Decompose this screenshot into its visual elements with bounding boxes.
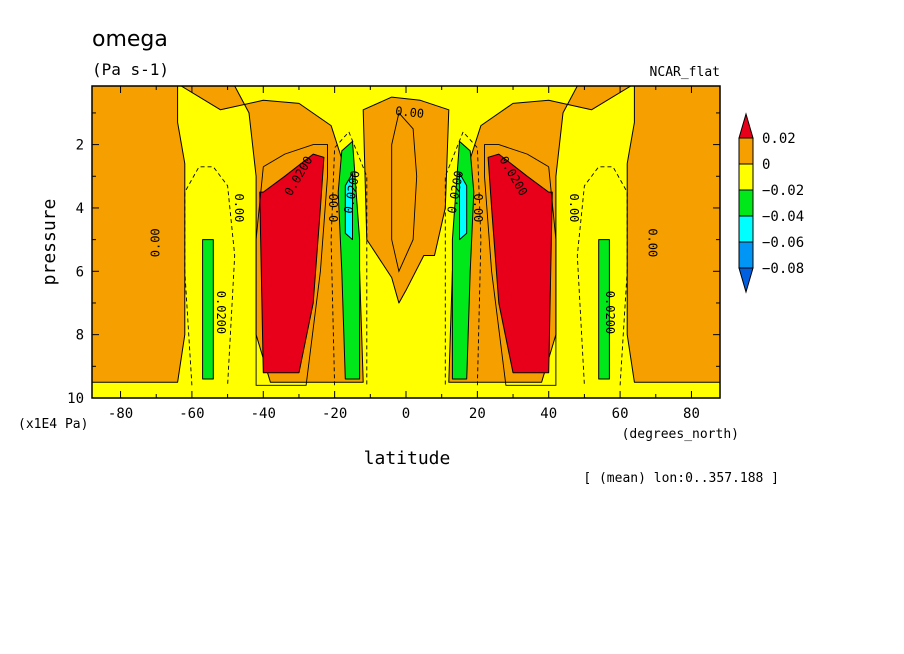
- region-green-south-itcz: [337, 140, 361, 380]
- contour-line-6: [444, 131, 482, 386]
- colorbar-arrow-top: [738, 112, 754, 139]
- x-tick-label: 40: [540, 406, 557, 422]
- region-red-north: [487, 153, 553, 374]
- y-axis: 2 4 6 8 10: [67, 112, 720, 407]
- contour-line-0: [255, 144, 328, 386]
- colorbar-segment: [738, 137, 754, 165]
- y-tick-label: 8: [76, 328, 84, 344]
- x-axis-label: latitude: [364, 448, 451, 469]
- contour-line-3: [184, 166, 236, 386]
- region-green-north-itcz: [451, 140, 475, 380]
- x-units: (degrees_north): [622, 427, 739, 442]
- y-tick-label: 6: [76, 264, 84, 280]
- contour-line-4: [576, 166, 628, 386]
- region-cyan-north: [459, 172, 468, 241]
- region-cyan-south: [344, 172, 353, 241]
- x-tick-label: 0: [402, 406, 410, 422]
- x-tick-label: -60: [179, 406, 204, 422]
- colorbar-label: −0.04: [762, 209, 804, 225]
- colorbar: 0.02 0 −0.02 −0.04 −0.06 −0.08: [738, 112, 804, 294]
- colorbar-label: −0.06: [762, 235, 804, 251]
- y-units: (x1E4 Pa): [18, 417, 88, 432]
- x-tick-label: -20: [322, 406, 347, 422]
- colorbar-segment: [738, 189, 754, 217]
- colorbar-segment: [738, 163, 754, 191]
- contour-line-5: [330, 131, 368, 386]
- colorbar-label: −0.02: [762, 183, 804, 199]
- colorbar-label: 0.02: [762, 131, 796, 147]
- x-tick-label: 60: [612, 406, 629, 422]
- colorbar-label: 0: [762, 157, 770, 173]
- contour-label-0: 0.00: [149, 228, 163, 257]
- contour-label-4: 0.00: [327, 193, 341, 222]
- region-orange-south-pole: [92, 86, 186, 383]
- y-tick-label: 4: [76, 201, 84, 217]
- x-tick-label: 20: [469, 406, 486, 422]
- y-tick-label: 2: [76, 138, 84, 154]
- region-orange-equator: [362, 96, 450, 304]
- contour-label-8: 0.00: [471, 193, 485, 222]
- contour-label-12: 0.00: [646, 228, 660, 257]
- contour-lines: [184, 112, 628, 386]
- contour-line-2: [391, 112, 418, 273]
- chart-title: omega: [92, 27, 168, 52]
- y-axis-label: pressure: [39, 199, 60, 286]
- colorbar-label: −0.08: [762, 261, 804, 277]
- region-orange-north-pole: [626, 86, 720, 383]
- x-tick-label: 80: [683, 406, 700, 422]
- filled-regions: [92, 86, 720, 383]
- contour-label-2: 0.0200: [214, 291, 228, 334]
- colormap-name: NCAR_flat: [650, 65, 720, 80]
- contour-label-6: 0.00: [395, 104, 425, 121]
- y-tick-label: 10: [67, 391, 84, 407]
- colorbar-segment: [738, 241, 754, 269]
- colorbar-arrow-bottom: [738, 267, 754, 294]
- region-red-south: [259, 153, 325, 374]
- region-green-south-midlat: [202, 239, 214, 380]
- chart-units: (Pa s-1): [92, 60, 169, 79]
- x-axis: -80 -60 -40 -20 0 20 40 60 80: [108, 86, 700, 422]
- contour-line-1: [484, 144, 557, 386]
- colorbar-segment: [738, 215, 754, 243]
- x-tick-label: -80: [108, 406, 133, 422]
- footnote: [ (mean) lon:0..357.188 ]: [583, 471, 779, 486]
- contour-label-10: 0.00: [567, 193, 581, 222]
- contour-label-11: 0.0200: [603, 291, 617, 334]
- x-tick-label: -40: [251, 406, 276, 422]
- contour-label-1: 0.00: [232, 193, 246, 222]
- region-green-north-midlat: [598, 239, 610, 380]
